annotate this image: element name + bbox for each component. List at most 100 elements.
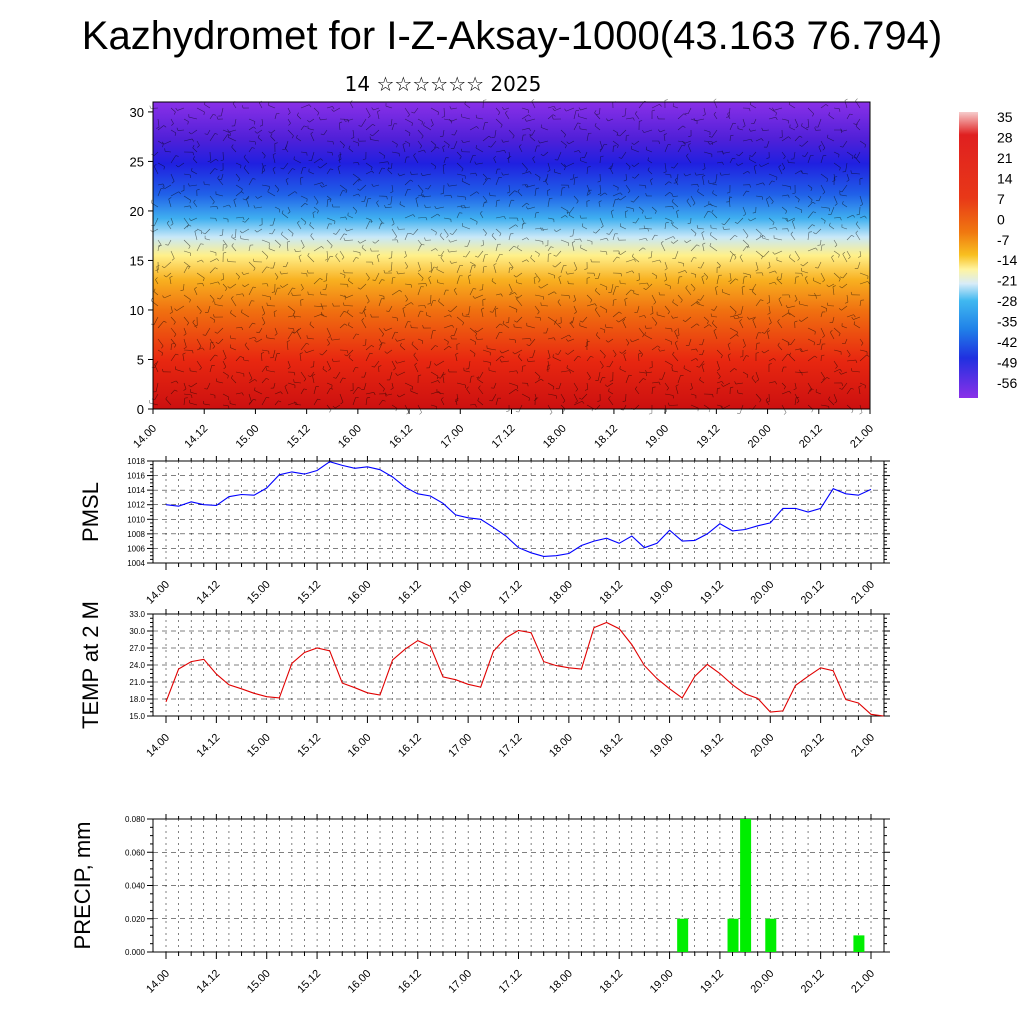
wind-barb: [612, 184, 619, 188]
wind-barb: [482, 254, 486, 263]
wind-barb: [352, 162, 359, 164]
wind-barb-flag: [579, 238, 582, 242]
x-tick-label: 20.00: [748, 732, 776, 760]
wind-barb-flag: [721, 223, 725, 226]
wind-barb: [443, 228, 449, 236]
wind-barb-flag: [622, 400, 626, 402]
wind-barb: [742, 355, 747, 362]
wind-barb-flag: [410, 171, 412, 175]
wind-barb: [217, 177, 224, 186]
wind-barb: [781, 162, 786, 169]
wind-barb: [611, 283, 614, 293]
wind-barb-flag: [161, 345, 164, 349]
wind-barb-flag: [606, 118, 609, 122]
wind-barb-flag: [720, 355, 723, 359]
wind-barb: [268, 248, 276, 252]
wind-barb: [157, 183, 163, 186]
wind-barb-flag: [329, 199, 332, 203]
wind-barb-flag: [359, 312, 363, 314]
wind-barb-flag: [570, 320, 573, 324]
wind-barb: [820, 371, 825, 379]
wind-barb-flag: [254, 387, 256, 391]
wind-barb-flag: [839, 167, 841, 171]
wind-barb-flag: [474, 329, 478, 333]
wind-barb: [413, 155, 419, 164]
wind-barb: [153, 291, 159, 296]
wind-barb-flag: [596, 113, 600, 115]
wind-barb-flag: [528, 128, 531, 131]
wind-barb: [482, 122, 486, 131]
wind-barb-flag: [511, 267, 514, 271]
wind-barb: [391, 261, 393, 271]
wind-barb-flag: [789, 352, 792, 356]
wind-barb-flag: [759, 233, 762, 237]
wind-barb: [378, 217, 383, 223]
wind-barb: [232, 103, 237, 109]
y-tick-label: 18.0: [129, 695, 145, 704]
wind-barb: [690, 272, 696, 275]
wind-barb: [677, 125, 684, 131]
wind-barb-flag: [544, 178, 548, 181]
wind-barb-flag: [687, 143, 691, 146]
wind-barb-flag: [288, 123, 291, 126]
wind-barb: [443, 289, 446, 296]
wind-barb-flag: [219, 234, 223, 236]
wind-barb: [749, 159, 757, 164]
wind-barb: [221, 173, 224, 180]
wind-barb-flag: [855, 221, 859, 225]
wind-barb-flag: [822, 147, 826, 151]
wind-barb-flag: [745, 355, 749, 357]
temperature-ylabel: TEMP at 2 M: [78, 601, 103, 729]
wind-barb: [781, 136, 789, 142]
wind-barb-flag: [718, 376, 721, 380]
wind-barb: [859, 300, 862, 307]
wind-barb-flag: [598, 200, 602, 203]
wind-barb-flag: [187, 121, 189, 125]
wind-barb: [651, 294, 657, 303]
wind-barb: [521, 393, 530, 399]
wind-barb-flag: [385, 392, 388, 396]
colorbar-label: 7: [997, 191, 1005, 207]
wind-barb: [573, 382, 579, 390]
wind-barb: [178, 162, 185, 168]
wind-barb-flag: [574, 268, 578, 272]
y-tick-label: 1008: [127, 530, 145, 539]
wind-barb-flag: [544, 245, 548, 247]
wind-barb: [820, 140, 826, 149]
wind-barb-flag: [397, 226, 399, 230]
wind-barb: [612, 299, 614, 307]
wind-barb-flag: [419, 412, 422, 415]
pmsl-ylabel: PMSL: [78, 482, 103, 542]
wind-barb-flag: [395, 373, 398, 376]
wind-barb-flag: [266, 266, 270, 269]
x-tick-label: 21.00: [849, 579, 877, 607]
wind-barb: [530, 257, 536, 263]
wind-barb-flag: [272, 153, 276, 156]
wind-barb: [687, 145, 692, 153]
wind-barb: [554, 107, 562, 111]
x-tick-label: 16.12: [396, 579, 424, 607]
wind-barb: [183, 265, 188, 274]
wind-barb: [839, 194, 848, 197]
wind-barb: [430, 261, 433, 271]
wind-barb: [534, 212, 537, 219]
wind-barb-flag: [459, 156, 462, 160]
wind-barb-flag: [343, 269, 345, 273]
wind-barb-flag: [447, 310, 451, 313]
wind-barb: [378, 342, 383, 351]
wind-barb-flag: [301, 246, 305, 249]
wind-barb: [728, 198, 731, 208]
wind-barb-flag: [171, 123, 174, 126]
wind-barb-flag: [671, 198, 674, 202]
wind-barb: [560, 140, 567, 146]
wind-barb: [768, 305, 771, 314]
wind-barb: [310, 371, 315, 377]
x-tick-label: 20.12: [799, 579, 827, 607]
x-tick-label: 17.00: [446, 968, 474, 996]
wind-barb: [638, 349, 643, 355]
wind-barb-flag: [622, 318, 626, 322]
wind-barb: [751, 151, 757, 157]
wind-barb: [229, 403, 237, 406]
wind-barb-flag: [699, 376, 701, 381]
wind-barb: [557, 301, 562, 307]
